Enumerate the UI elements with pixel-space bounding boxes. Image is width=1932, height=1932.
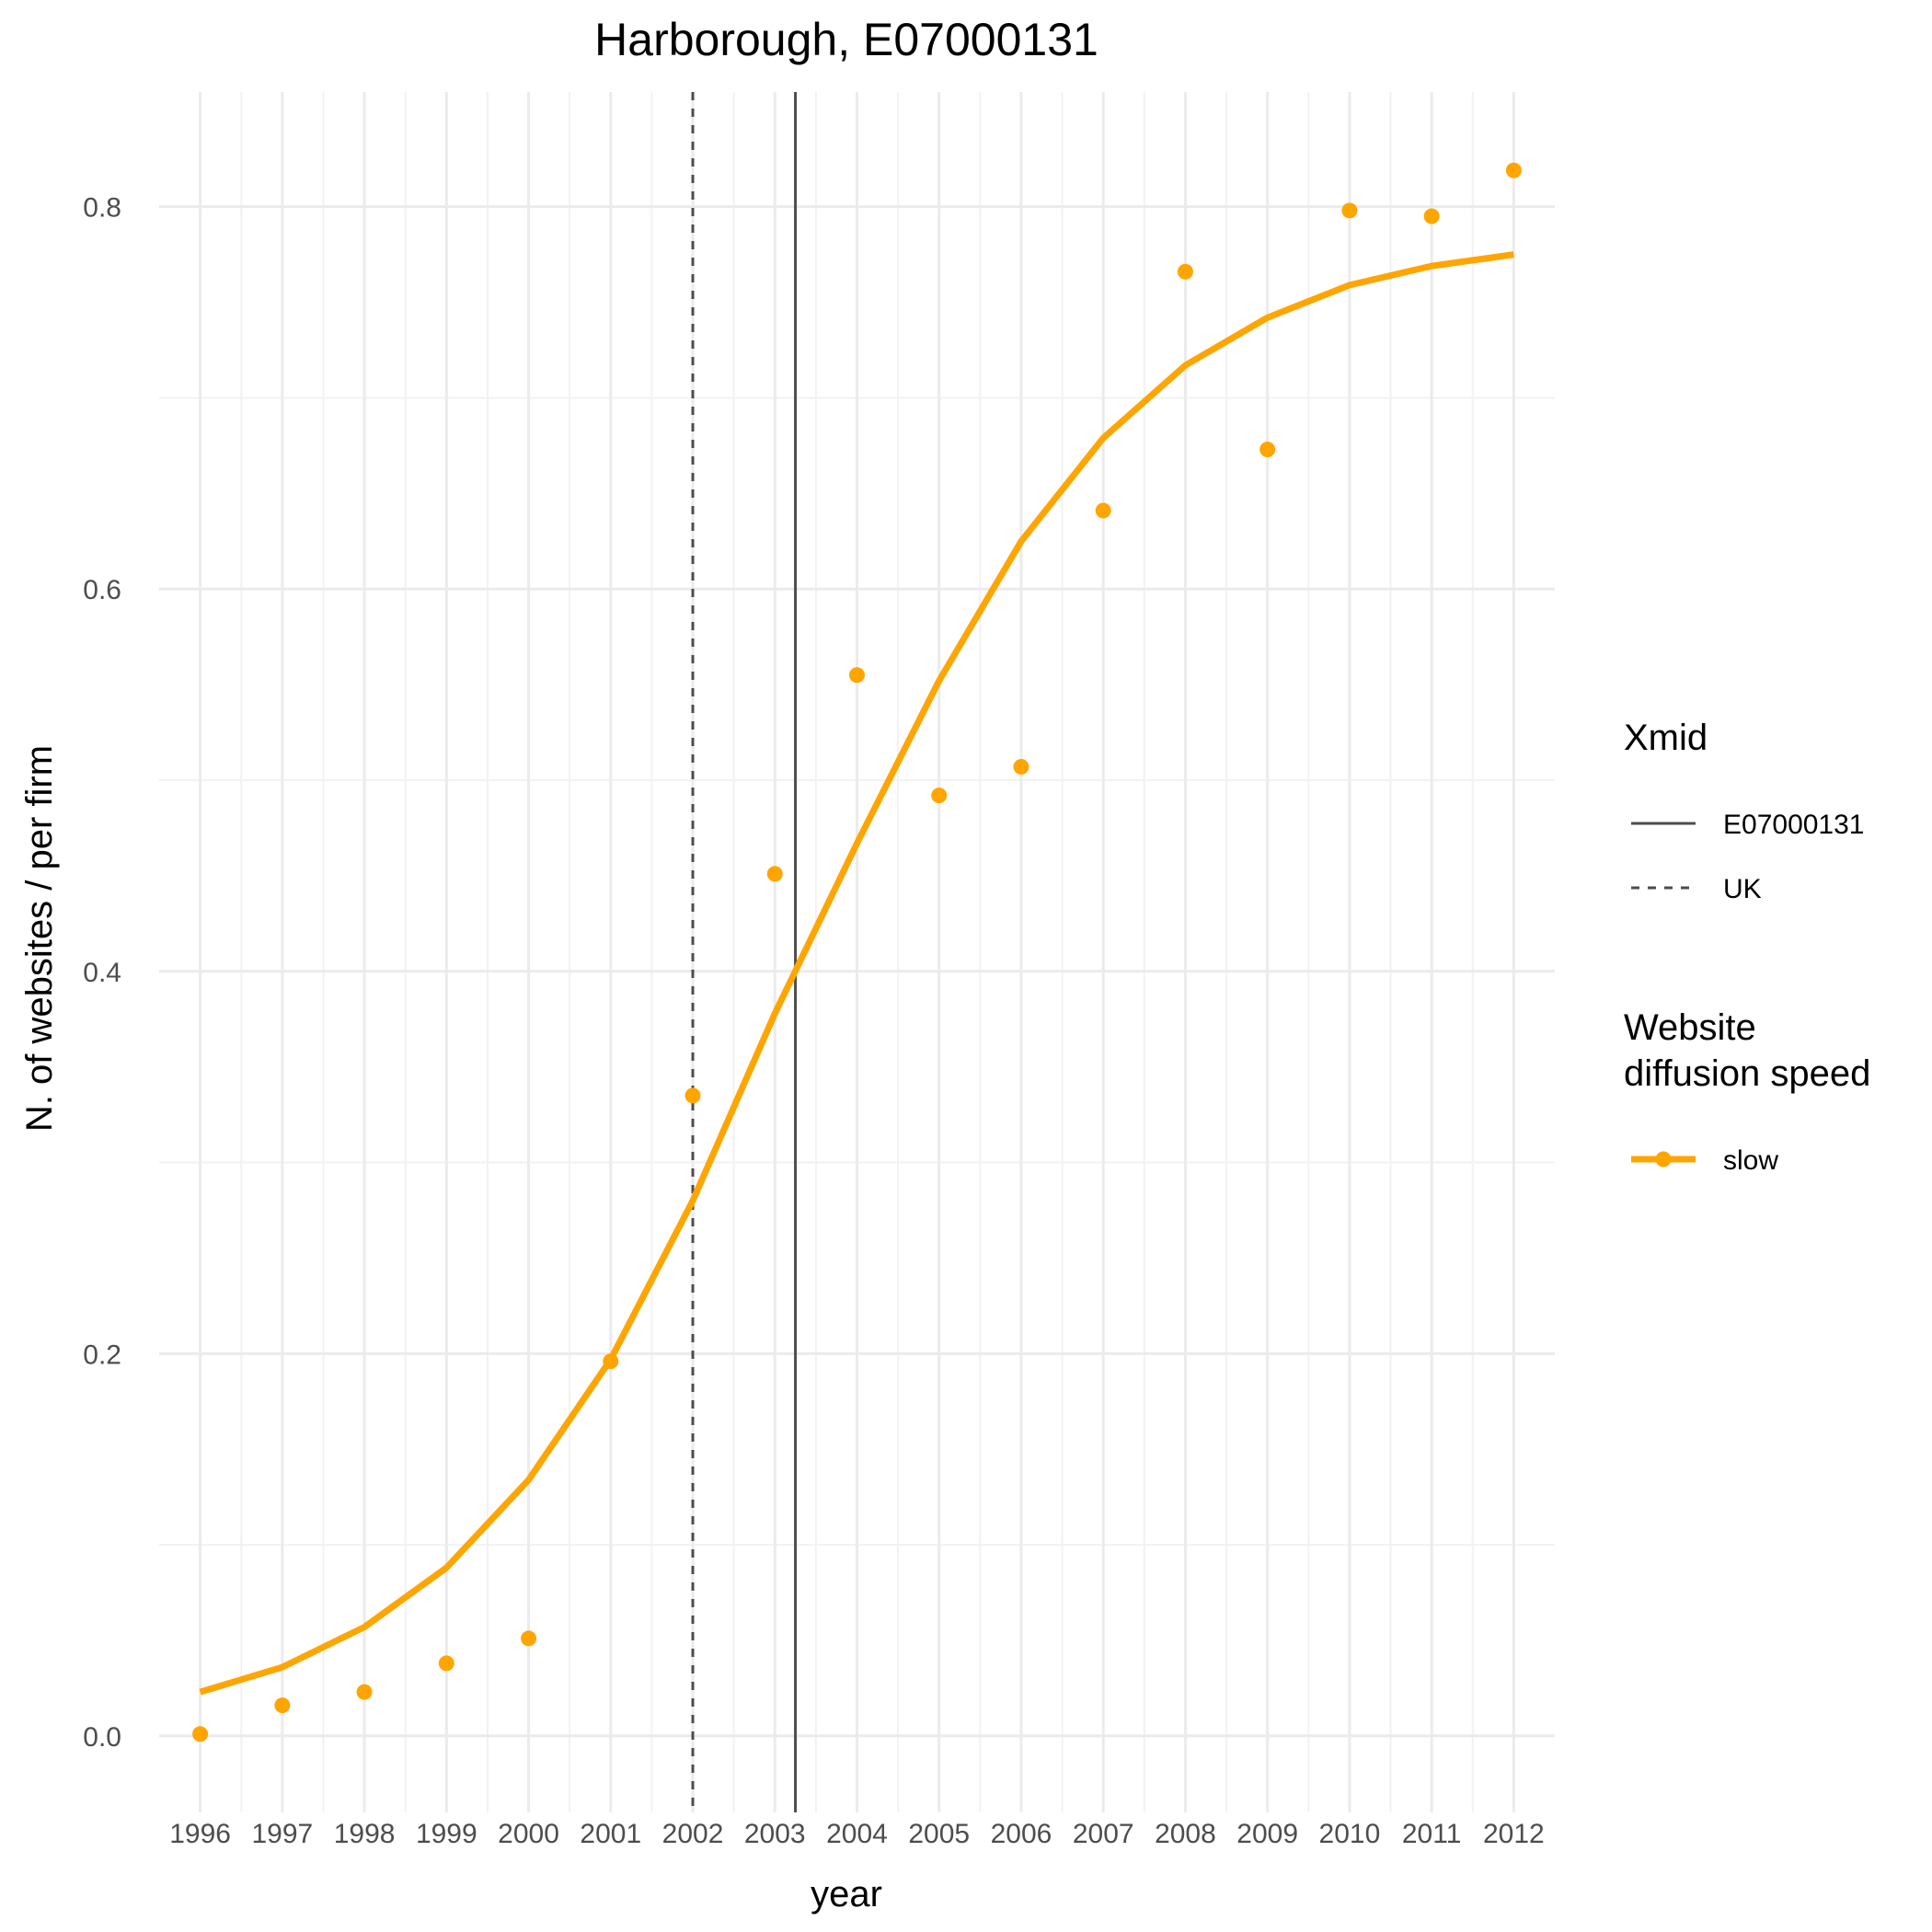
legend: Xmid E07000131 UK Website diffusion speed slo… bbox=[1624, 718, 1870, 1176]
y-tick-label: 0.6 bbox=[83, 575, 121, 605]
x-axis-title: year bbox=[811, 1874, 882, 1915]
x-tick-label: 2003 bbox=[744, 1819, 806, 1849]
x-tick-label: 2007 bbox=[1073, 1819, 1134, 1849]
data-point bbox=[1013, 758, 1029, 775]
legend-label: E07000131 bbox=[1723, 810, 1865, 840]
x-tick-label: 2006 bbox=[991, 1819, 1052, 1849]
y-tick-label: 0.0 bbox=[83, 1722, 121, 1753]
fitted-curve-layer bbox=[199, 251, 1514, 1696]
legend-title: Website bbox=[1624, 1007, 1756, 1048]
x-tick-label: 2011 bbox=[1402, 1819, 1462, 1849]
data-point bbox=[1177, 263, 1193, 280]
x-tick-label: 1998 bbox=[334, 1819, 396, 1849]
reference-lines bbox=[691, 92, 798, 1812]
data-points-layer bbox=[192, 162, 1522, 1742]
x-tick-label: 2001 bbox=[580, 1819, 641, 1849]
data-point bbox=[1259, 442, 1276, 458]
fitted-curve-slow bbox=[199, 251, 1514, 1696]
data-point bbox=[356, 1684, 373, 1700]
data-point bbox=[1423, 208, 1440, 224]
legend-label: slow bbox=[1723, 1145, 1778, 1176]
legend-label: UK bbox=[1723, 874, 1762, 904]
x-tick-label: 2009 bbox=[1236, 1819, 1298, 1849]
data-point bbox=[1505, 162, 1522, 178]
data-point bbox=[684, 1087, 701, 1104]
data-point bbox=[1095, 502, 1111, 519]
y-tick-label: 0.4 bbox=[83, 958, 121, 988]
x-tick-label: 2008 bbox=[1155, 1819, 1216, 1849]
x-tick-label: 2010 bbox=[1319, 1819, 1381, 1849]
data-point bbox=[766, 866, 783, 882]
data-point bbox=[438, 1655, 454, 1672]
y-axis-title: N. of websites / per firm bbox=[19, 745, 60, 1132]
data-point bbox=[521, 1630, 537, 1647]
x-tick-label: 2002 bbox=[662, 1819, 724, 1849]
y-tick-label: 0.8 bbox=[83, 193, 121, 224]
data-point bbox=[192, 1726, 209, 1742]
data-point bbox=[274, 1697, 291, 1714]
data-point bbox=[931, 788, 948, 804]
y-axis-ticks: 0.0 0.2 0.4 0.6 0.8 bbox=[83, 193, 121, 1753]
data-point bbox=[603, 1353, 619, 1370]
x-tick-label: 2012 bbox=[1483, 1819, 1545, 1849]
chart-title: Harborough, E07000131 bbox=[594, 14, 1098, 65]
x-tick-label: 2000 bbox=[498, 1819, 559, 1849]
legend-key-point bbox=[1655, 1151, 1672, 1167]
x-tick-label: 2004 bbox=[826, 1819, 888, 1849]
y-tick-label: 0.2 bbox=[83, 1340, 121, 1370]
x-tick-label: 1997 bbox=[251, 1819, 313, 1849]
x-tick-label: 1996 bbox=[169, 1819, 231, 1849]
grid bbox=[159, 92, 1555, 1812]
x-axis-ticks: 1996 1997 1998 1999 2000 2001 2002 2003 2004 2005… bbox=[169, 1819, 1545, 1849]
x-tick-label: 1999 bbox=[416, 1819, 477, 1849]
data-point bbox=[1341, 202, 1358, 219]
x-tick-label: 2005 bbox=[908, 1819, 970, 1849]
legend-title: Xmid bbox=[1624, 718, 1708, 758]
legend-title: diffusion speed bbox=[1624, 1053, 1870, 1094]
data-point bbox=[849, 667, 865, 684]
